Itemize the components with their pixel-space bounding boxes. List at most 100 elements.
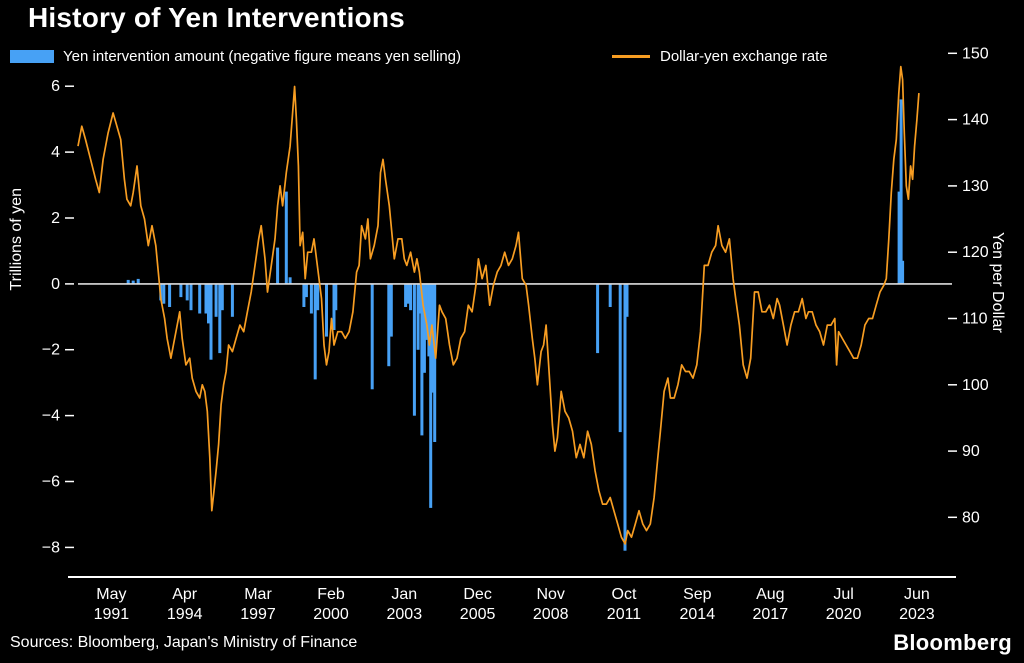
x-axis-tick-year: 2005: [460, 606, 496, 623]
intervention-bar: [412, 283, 416, 416]
intervention-bar: [325, 283, 328, 337]
x-axis-tick-month: Aug: [756, 586, 784, 603]
intervention-bar: [198, 283, 202, 314]
x-axis-tick-month: Apr: [172, 586, 198, 603]
right-axis-tick-label: 90: [962, 443, 980, 460]
intervention-bar: [901, 260, 905, 284]
right-axis-tick-label: 120: [962, 244, 989, 261]
right-axis-title: Yen per Dollar: [989, 232, 1006, 333]
page-title: History of Yen Interventions: [28, 2, 405, 33]
x-axis-tick-month: Jul: [833, 586, 853, 603]
x-axis-tick-year: 2023: [899, 606, 935, 623]
intervention-bar: [416, 283, 420, 350]
x-axis-tick-year: 2017: [753, 606, 789, 623]
intervention-bar: [608, 283, 612, 307]
intervention-bar: [162, 283, 166, 304]
x-axis-tick-month: Mar: [244, 586, 272, 603]
intervention-bar: [284, 191, 288, 284]
x-axis-tick-month: Sep: [683, 586, 712, 603]
intervention-bar: [304, 283, 308, 298]
left-axis-tick-label: 4: [51, 144, 60, 161]
x-axis-tick-year: 2003: [387, 606, 423, 623]
line-series-swatch: [612, 55, 650, 58]
intervention-bar: [332, 283, 336, 330]
intervention-bar: [420, 283, 424, 436]
exchange-rate-line: [77, 65, 920, 545]
intervention-bar: [207, 283, 210, 324]
intervention-bar: [370, 283, 374, 390]
x-axis-tick-month: Feb: [317, 586, 345, 603]
intervention-bar: [131, 280, 135, 284]
intervention-bar: [230, 283, 234, 317]
sources-note: Sources: Bloomberg, Japan's Ministry of …: [10, 634, 358, 651]
intervention-bar: [302, 283, 306, 307]
intervention-bar: [618, 283, 622, 433]
left-axis-tick-label: −2: [42, 342, 60, 359]
x-axis-tick-month: Jan: [391, 586, 417, 603]
x-axis-tick-year: 1994: [167, 606, 203, 623]
intervention-bar: [418, 283, 422, 314]
left-axis-tick-label: −6: [42, 474, 60, 491]
legend-label-intervention: Yen intervention amount (negative figure…: [63, 48, 462, 65]
x-axis-tick-year: 1991: [94, 606, 130, 623]
x-axis-tick-year: 2011: [607, 606, 642, 623]
legend-item-intervention: Yen intervention amount (negative figure…: [10, 48, 461, 65]
intervention-bar: [185, 283, 189, 301]
left-axis-tick-label: 0: [51, 276, 60, 293]
x-axis-tick-month: Dec: [463, 586, 491, 603]
bloomberg-logo: Bloomberg: [893, 630, 1012, 655]
intervention-bar: [623, 283, 627, 551]
right-axis-tick-label: 80: [962, 509, 980, 526]
intervention-bar: [288, 277, 292, 284]
intervention-bar: [389, 283, 393, 337]
legend: Yen intervention amount (negative figure…: [0, 48, 1024, 70]
intervention-bar: [204, 283, 208, 314]
left-axis-title: Trillions of yen: [8, 188, 25, 291]
x-axis-tick-year: 1997: [240, 606, 276, 623]
intervention-bar: [429, 283, 433, 508]
intervention-bar: [334, 283, 338, 311]
x-axis-tick-month: May: [96, 586, 126, 603]
intervention-bar: [433, 283, 437, 442]
intervention-bar: [168, 283, 172, 307]
intervention-bar: [404, 283, 408, 307]
right-axis-tick-label: 140: [962, 112, 989, 129]
x-axis-tick-year: 2020: [826, 606, 862, 623]
right-axis-tick-label: 150: [962, 45, 989, 62]
intervention-bar: [316, 283, 320, 311]
legend-item-exchange-rate: Dollar-yen exchange rate: [612, 48, 828, 65]
intervention-bar: [425, 283, 429, 340]
left-axis-tick-label: −4: [42, 408, 60, 425]
left-axis-tick-label: 2: [51, 210, 60, 227]
intervention-bar: [276, 247, 280, 284]
intervention-bar: [422, 283, 426, 373]
x-axis-tick-year: 2000: [313, 606, 349, 623]
left-axis-tick-label: 6: [51, 78, 60, 95]
intervention-bar: [218, 283, 222, 354]
intervention-bar: [897, 191, 901, 284]
intervention-bar: [427, 283, 431, 357]
x-axis-tick-year: 2008: [533, 606, 569, 623]
x-axis-tick-month: Jun: [904, 586, 930, 603]
x-axis-tick-month: Oct: [612, 586, 637, 603]
right-axis-tick-label: 130: [962, 178, 989, 195]
intervention-bar: [220, 283, 224, 311]
intervention-bar: [209, 283, 213, 360]
intervention-bar: [189, 283, 193, 311]
legend-label-exchange-rate: Dollar-yen exchange rate: [660, 48, 828, 65]
intervention-bar: [126, 279, 130, 284]
x-axis-tick-month: Nov: [536, 586, 564, 603]
intervention-bar: [596, 283, 600, 354]
right-axis-tick-label: 110: [962, 311, 988, 328]
intervention-bar: [899, 99, 903, 284]
intervention-bar: [625, 283, 629, 317]
intervention-bar: [136, 278, 140, 284]
intervention-bar: [387, 283, 391, 367]
intervention-bar: [309, 283, 313, 314]
intervention-bar: [313, 283, 317, 380]
intervention-bar: [179, 283, 183, 298]
intervention-bar: [406, 283, 410, 304]
right-axis-tick-label: 100: [962, 377, 989, 394]
